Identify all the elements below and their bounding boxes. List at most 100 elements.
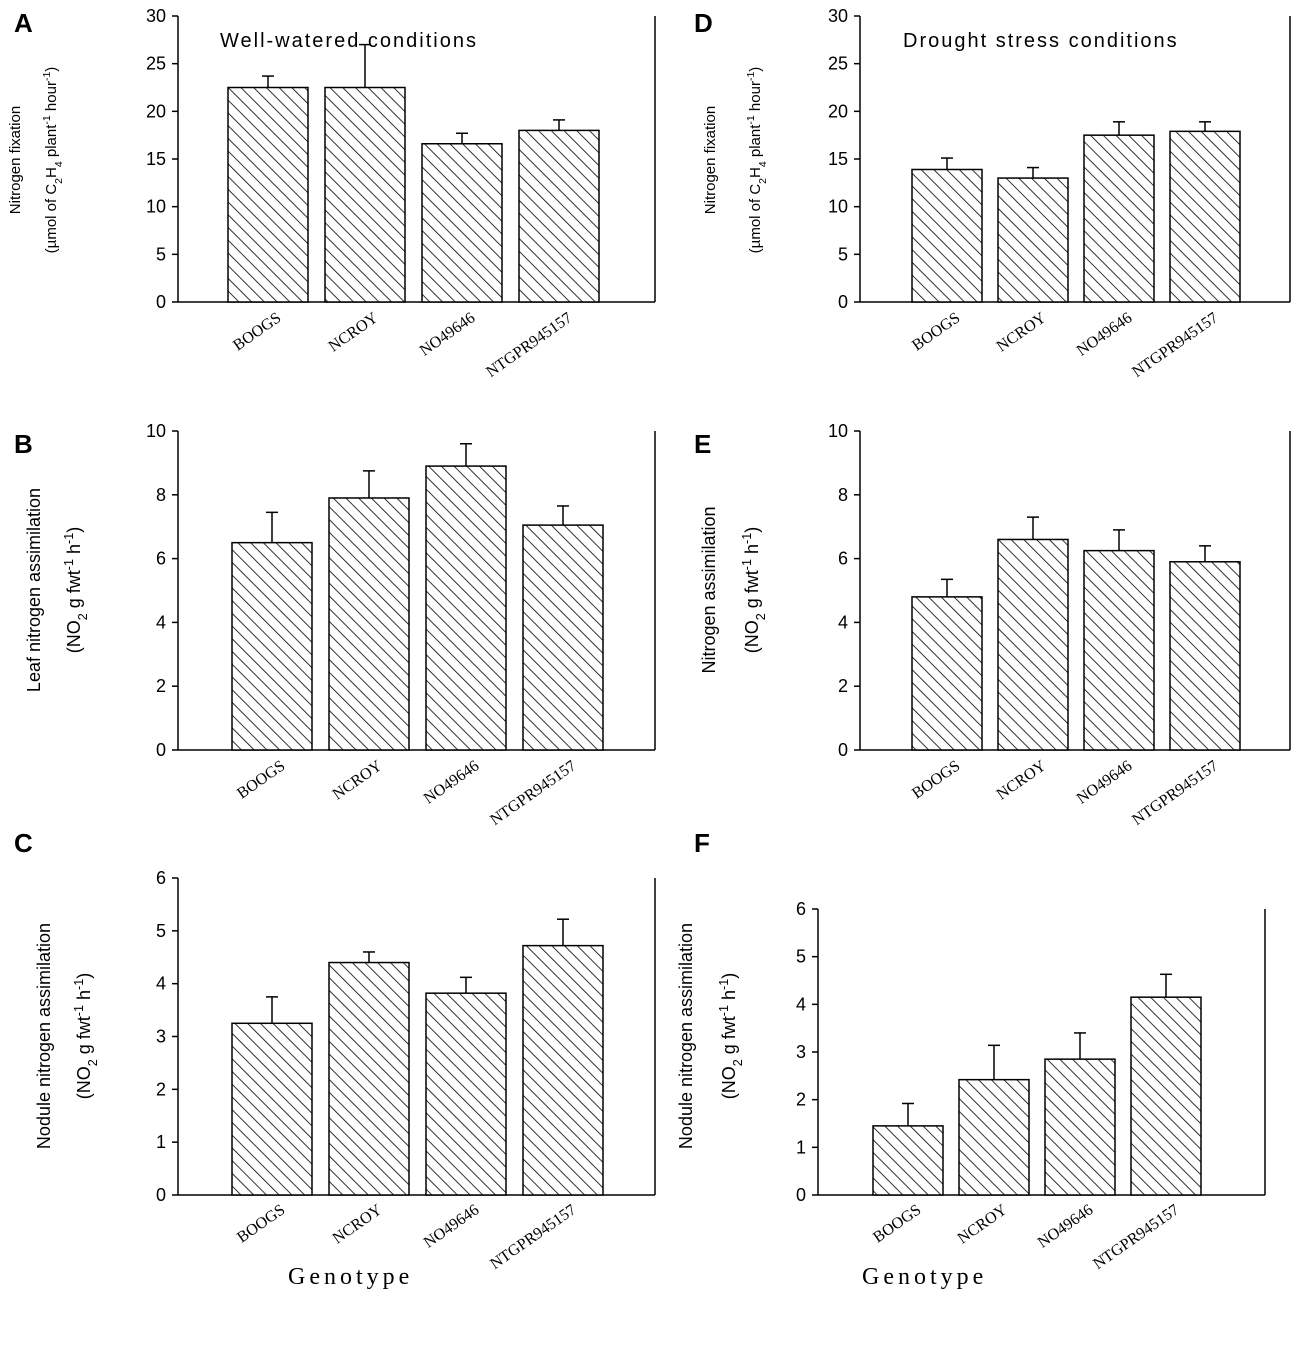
x-axis-label: Genotype (862, 1264, 987, 1290)
bar-boogs (231, 541, 313, 751)
x-category-label: NO49646 (417, 309, 478, 359)
y-tick-label: 5 (796, 947, 806, 967)
bar-ncroy (958, 1078, 1030, 1196)
x-category-label: NTGPR945157 (483, 309, 575, 381)
x-category-label: NCROY (994, 757, 1050, 803)
x-category-label: NCROY (330, 757, 386, 803)
y-axis-unit-label: (µmol of C2H4 plant-1 hour-1) (41, 67, 65, 254)
y-tick-label: 6 (796, 899, 806, 919)
x-category-label: BOOGS (234, 1201, 288, 1246)
panel-letter: F (694, 828, 710, 858)
panel-letter: E (694, 429, 711, 459)
y-tick-label: 15 (146, 149, 166, 169)
x-category-label: NO49646 (1074, 309, 1135, 359)
y-tick-label: 2 (156, 676, 166, 696)
y-tick-label: 6 (838, 549, 848, 569)
bar-no49646 (421, 142, 503, 303)
panel-letter: B (14, 429, 33, 459)
bar-no49646 (1044, 1058, 1116, 1196)
y-axis-label: Nodule nitrogen assimilation (676, 923, 696, 1149)
y-tick-label: 20 (146, 101, 166, 121)
y-axis-label: Nitrogen fixation (7, 106, 24, 214)
bar-no49646 (425, 465, 507, 751)
y-axis-label: Nitrogen assimilation (699, 506, 719, 673)
y-tick-label: 30 (828, 6, 848, 26)
y-axis-unit-label: (NO2 g fwt-1 h-1) (62, 527, 90, 653)
panel-letter: D (694, 8, 713, 38)
x-category-label: BOOGS (909, 309, 963, 354)
y-tick-label: 1 (796, 1137, 806, 1157)
y-tick-label: 15 (828, 149, 848, 169)
panel-c: C 0 1 2 3 4 5 6 BOOGS NCROY NO49646 NTGPR945157 Nodu… (14, 828, 656, 1290)
y-axis-label: Nodule nitrogen assimilation (34, 923, 54, 1149)
bar-no49646 (425, 992, 507, 1196)
bar-ncroy (324, 86, 406, 303)
x-axis-label: Genotype (288, 1264, 413, 1290)
y-tick-label: 0 (838, 740, 848, 760)
y-tick-label: 3 (796, 1042, 806, 1062)
y-tick-label: 1 (156, 1132, 166, 1152)
y-axis-unit-label: (NO2 g fwt-1 h-1) (717, 973, 745, 1099)
bar-ncroy (997, 177, 1069, 303)
y-tick-label: 10 (828, 421, 848, 441)
x-category-label: BOOGS (234, 757, 288, 802)
bar-no49646 (1083, 549, 1155, 751)
bar-ntgpr945157 (522, 944, 604, 1196)
y-tick-label: 2 (156, 1079, 166, 1099)
y-tick-label: 25 (146, 54, 166, 74)
y-tick-label: 30 (146, 6, 166, 26)
y-tick-label: 25 (828, 54, 848, 74)
bar-ntgpr945157 (522, 524, 604, 751)
x-category-label: NTGPR945157 (487, 757, 579, 829)
y-tick-label: 5 (838, 244, 848, 264)
bar-ntgpr945157 (1169, 130, 1241, 303)
bar-boogs (911, 168, 983, 303)
y-axis-label: Leaf nitrogen assimilation (24, 488, 44, 692)
x-category-label: BOOGS (909, 757, 963, 802)
panel-b: B 0 2 4 6 8 10 BOOGS NCROY NO49646 NTGPR945157 Leaf… (14, 421, 656, 829)
x-category-label: NTGPR945157 (1090, 1201, 1182, 1273)
y-tick-label: 4 (156, 974, 166, 994)
y-tick-label: 20 (828, 101, 848, 121)
x-category-label: BOOGS (230, 309, 284, 354)
y-tick-label: 2 (838, 676, 848, 696)
x-category-label: NTGPR945157 (1129, 757, 1221, 829)
panel-letter: A (14, 8, 33, 38)
x-category-label: NO49646 (1074, 757, 1135, 807)
y-axis-unit-label: (µmol of C2H4 plant-1 hour-1) (745, 67, 769, 254)
bar-no49646 (1083, 134, 1155, 303)
y-tick-label: 3 (156, 1027, 166, 1047)
y-axis-label: Nitrogen fixation (702, 106, 719, 214)
x-category-label: NTGPR945157 (487, 1201, 579, 1273)
x-category-label: NTGPR945157 (1129, 309, 1221, 381)
y-tick-label: 6 (156, 868, 166, 888)
y-tick-label: 8 (838, 485, 848, 505)
y-tick-label: 0 (156, 292, 166, 312)
x-category-label: NO49646 (421, 757, 482, 807)
bar-ncroy (328, 961, 410, 1196)
y-tick-label: 10 (146, 421, 166, 441)
y-tick-label: 5 (156, 921, 166, 941)
bar-ntgpr945157 (518, 129, 600, 303)
bar-boogs (911, 596, 983, 751)
y-tick-label: 10 (146, 197, 166, 217)
y-axis-unit-label: (NO2 g fwt-1 h-1) (72, 973, 100, 1099)
x-category-label: BOOGS (870, 1201, 924, 1246)
panel-a: A 0 5 10 15 20 25 30 BOOGS NCROY NO49646 NTGPR94515… (7, 6, 656, 381)
y-tick-label: 4 (156, 612, 166, 632)
bar-ncroy (328, 497, 410, 751)
y-tick-label: 10 (828, 197, 848, 217)
bar-ntgpr945157 (1130, 996, 1202, 1196)
panel-letter: C (14, 828, 33, 858)
condition-title: Drought stress conditions (903, 30, 1179, 52)
condition-title: Well-watered conditions (220, 30, 478, 52)
x-category-label: NCROY (330, 1201, 386, 1247)
y-tick-label: 4 (838, 612, 848, 632)
x-category-label: NCROY (994, 309, 1050, 355)
x-category-label: NO49646 (421, 1201, 482, 1251)
bar-boogs (231, 1022, 313, 1196)
x-category-label: NO49646 (1035, 1201, 1096, 1251)
